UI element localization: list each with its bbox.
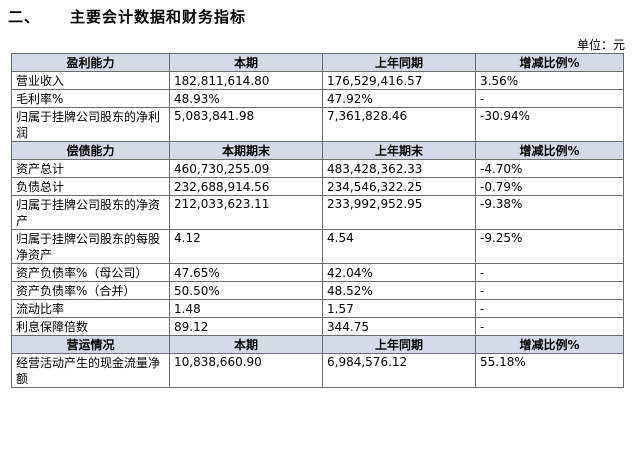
table-cell: -4.70% — [475, 159, 624, 178]
currency-unit: 单位：元 — [576, 38, 625, 52]
table-row: 营业收入 182,811,614.80 176,529,416.57 3.56% — [11, 71, 624, 90]
table-cell: -9.25% — [475, 229, 624, 264]
table-cell: 89.12 — [169, 317, 323, 336]
section-number: 二、 — [8, 8, 41, 26]
header-cell: 本期 — [169, 335, 323, 354]
row-label: 归属于挂牌公司股东的净资产 — [11, 195, 170, 230]
section-heading: 二、 主要会计数据和财务指标 — [8, 6, 246, 27]
profitability-header-row: 盈利能力 本期 上年同期 增减比例% — [11, 53, 624, 72]
table-cell: 1.57 — [322, 299, 476, 318]
row-label: 营业收入 — [11, 71, 170, 90]
table-cell: 344.75 — [322, 317, 476, 336]
table-row: 毛利率% 48.93% 47.92% - — [11, 89, 624, 108]
table-cell: 176,529,416.57 — [322, 71, 476, 90]
header-cell: 增减比例% — [475, 141, 624, 160]
header-cell: 盈利能力 — [11, 53, 170, 72]
table-cell: 47.65% — [169, 263, 323, 282]
header-cell: 营运情况 — [11, 335, 170, 354]
header-cell: 本期期末 — [169, 141, 323, 160]
header-cell: 上年期末 — [322, 141, 476, 160]
financial-indicators-table: 盈利能力 本期 上年同期 增减比例% 营业收入 182,811,614.80 1… — [11, 53, 624, 388]
row-label: 负债总计 — [11, 177, 170, 196]
table-cell: - — [475, 89, 624, 108]
table-row: 资产总计 460,730,255.09 483,428,362.33 -4.70… — [11, 159, 624, 178]
table-cell: 232,688,914.56 — [169, 177, 323, 196]
table-cell: 42.04% — [322, 263, 476, 282]
table-cell: 47.92% — [322, 89, 476, 108]
table-cell: 48.93% — [169, 89, 323, 108]
header-cell: 增减比例% — [475, 53, 624, 72]
table-row: 归属于挂牌公司股东的净资产 212,033,623.11 233,992,952… — [11, 195, 624, 230]
operations-header-row: 营运情况 本期 上年同期 增减比例% — [11, 335, 624, 354]
header-cell: 增减比例% — [475, 335, 624, 354]
table-cell: 460,730,255.09 — [169, 159, 323, 178]
table-cell: -0.79% — [475, 177, 624, 196]
table-cell: 55.18% — [475, 353, 624, 388]
table-cell: 182,811,614.80 — [169, 71, 323, 90]
table-row: 归属于挂牌公司股东的每股净资产 4.12 4.54 -9.25% — [11, 229, 624, 264]
row-label: 资产负债率%（母公司） — [11, 263, 170, 282]
table-row: 归属于挂牌公司股东的净利润 5,083,841.98 7,361,828.46 … — [11, 107, 624, 142]
table-cell: 233,992,952.95 — [322, 195, 476, 230]
table-cell: 48.52% — [322, 281, 476, 300]
row-label: 经营活动产生的现金流量净额 — [11, 353, 170, 388]
row-label: 流动比率 — [11, 299, 170, 318]
table-cell: - — [475, 281, 624, 300]
table-cell: 234,546,322.25 — [322, 177, 476, 196]
table-cell: 6,984,576.12 — [322, 353, 476, 388]
row-label: 归属于挂牌公司股东的净利润 — [11, 107, 170, 142]
row-label: 利息保障倍数 — [11, 317, 170, 336]
row-label: 资产负债率%（合并） — [11, 281, 170, 300]
table-cell: 212,033,623.11 — [169, 195, 323, 230]
table-cell: -30.94% — [475, 107, 624, 142]
table-cell: - — [475, 299, 624, 318]
table-cell: 50.50% — [169, 281, 323, 300]
row-label: 资产总计 — [11, 159, 170, 178]
table-row: 资产负债率%（母公司） 47.65% 42.04% - — [11, 263, 624, 282]
header-cell: 上年同期 — [322, 53, 476, 72]
table-cell: 10,838,660.90 — [169, 353, 323, 388]
table-cell: 3.56% — [475, 71, 624, 90]
table-cell: - — [475, 263, 624, 282]
row-label: 归属于挂牌公司股东的每股净资产 — [11, 229, 170, 264]
table-row: 负债总计 232,688,914.56 234,546,322.25 -0.79… — [11, 177, 624, 196]
header-cell: 偿债能力 — [11, 141, 170, 160]
table-cell: 4.12 — [169, 229, 323, 264]
table-row: 利息保障倍数 89.12 344.75 - — [11, 317, 624, 336]
table-cell: -9.38% — [475, 195, 624, 230]
section-title: 主要会计数据和财务指标 — [70, 8, 247, 26]
solvency-header-row: 偿债能力 本期期末 上年期末 增减比例% — [11, 141, 624, 160]
header-cell: 上年同期 — [322, 335, 476, 354]
table-cell: 7,361,828.46 — [322, 107, 476, 142]
row-label: 毛利率% — [11, 89, 170, 108]
table-cell: 5,083,841.98 — [169, 107, 323, 142]
table-cell: - — [475, 317, 624, 336]
table-cell: 4.54 — [322, 229, 476, 264]
table-row: 经营活动产生的现金流量净额 10,838,660.90 6,984,576.12… — [11, 353, 624, 388]
header-cell: 本期 — [169, 53, 323, 72]
table-cell: 483,428,362.33 — [322, 159, 476, 178]
table-row: 流动比率 1.48 1.57 - — [11, 299, 624, 318]
table-row: 资产负债率%（合并） 50.50% 48.52% - — [11, 281, 624, 300]
table-cell: 1.48 — [169, 299, 323, 318]
